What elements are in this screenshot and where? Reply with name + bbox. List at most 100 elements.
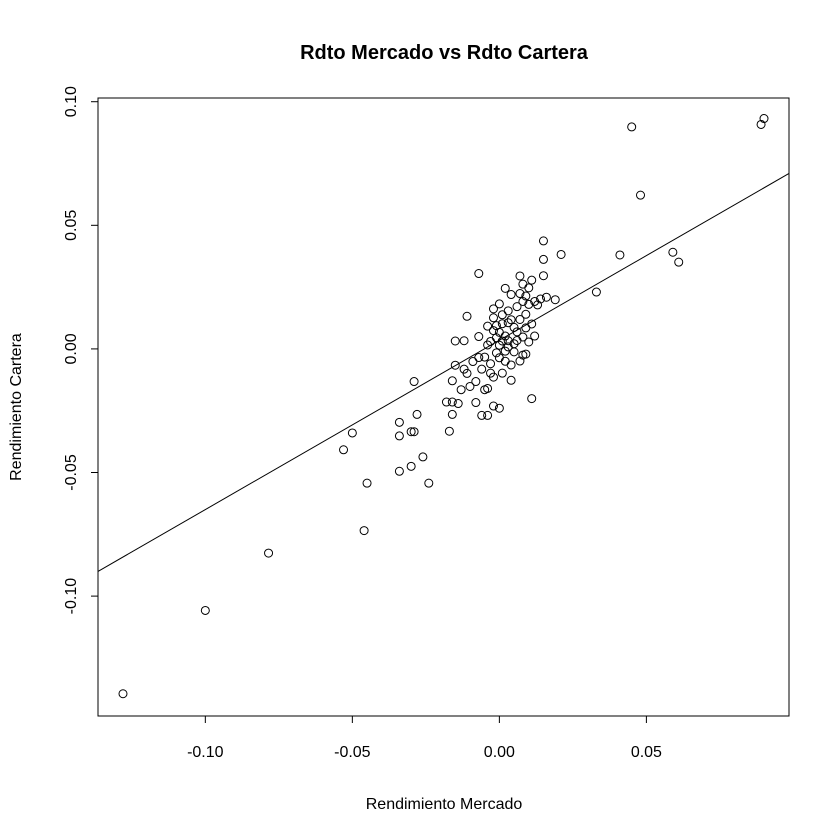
data-point — [447, 376, 457, 386]
data-point — [509, 347, 519, 357]
chart-title: Rdto Mercado vs Rdto Cartera — [300, 42, 589, 64]
regression-line-group — [97, 173, 790, 572]
data-point — [521, 349, 531, 359]
data-point — [483, 383, 493, 393]
data-point — [497, 368, 507, 378]
data-point — [488, 372, 498, 382]
data-point — [488, 304, 498, 314]
data-point — [497, 319, 507, 329]
x-tick-label: 0.05 — [631, 744, 662, 761]
data-point — [533, 300, 543, 310]
x-tick-label: 0.00 — [484, 744, 515, 761]
data-point — [468, 357, 478, 367]
x-axis: -0.10 -0.05 0.00 0.05 — [187, 715, 662, 761]
data-point — [456, 385, 466, 395]
data-point — [453, 399, 463, 409]
y-tick-label: 0.10 — [63, 86, 80, 117]
data-point — [506, 290, 516, 300]
data-point — [450, 360, 460, 370]
data-point — [506, 315, 516, 325]
plot-frame — [97, 97, 790, 717]
data-point — [512, 327, 522, 337]
data-point — [494, 403, 504, 413]
data-point — [538, 236, 548, 246]
data-point — [515, 314, 525, 324]
data-point — [512, 302, 522, 312]
data-point — [636, 190, 646, 200]
data-point — [359, 526, 369, 536]
data-point — [506, 375, 516, 385]
data-point — [627, 122, 637, 132]
data-point — [524, 337, 534, 347]
data-point — [459, 336, 469, 346]
data-point — [515, 356, 525, 366]
data-point — [264, 548, 274, 558]
data-point — [674, 257, 684, 267]
data-point — [200, 605, 210, 615]
data-point — [447, 397, 457, 407]
data-points — [118, 114, 769, 699]
data-point — [483, 410, 493, 420]
data-point — [447, 409, 457, 419]
data-point — [362, 478, 372, 488]
data-point — [530, 331, 540, 341]
data-point — [412, 409, 422, 419]
data-point — [615, 250, 625, 260]
data-point — [406, 461, 416, 471]
data-point — [409, 427, 419, 437]
data-point — [538, 254, 548, 264]
data-point — [477, 410, 487, 420]
data-point — [506, 360, 516, 370]
data-point — [591, 287, 601, 297]
data-point — [474, 353, 484, 363]
data-point — [424, 478, 434, 488]
data-point — [497, 336, 507, 346]
data-point — [406, 427, 416, 437]
data-point — [486, 359, 496, 369]
data-point — [339, 445, 349, 455]
data-point — [521, 309, 531, 319]
data-point — [497, 310, 507, 320]
data-point — [668, 247, 678, 257]
data-point — [471, 377, 481, 387]
data-point — [462, 311, 472, 321]
data-point — [488, 401, 498, 411]
data-point — [518, 296, 528, 306]
data-point — [494, 299, 504, 309]
data-point — [503, 318, 513, 328]
data-point — [118, 689, 128, 699]
data-point — [394, 466, 404, 476]
y-tick-label: -0.10 — [63, 578, 80, 615]
data-point — [486, 336, 496, 346]
data-point — [347, 428, 357, 438]
data-point — [515, 271, 525, 281]
data-point — [477, 364, 487, 374]
y-tick-label: 0.05 — [63, 210, 80, 241]
x-tick-label: -0.10 — [187, 744, 224, 761]
y-axis: -0.10 -0.05 0.00 0.05 0.10 — [63, 86, 99, 615]
data-point — [462, 368, 472, 378]
data-point — [394, 431, 404, 441]
data-point — [474, 332, 484, 342]
data-point — [474, 269, 484, 279]
regression-line — [97, 173, 790, 572]
data-point — [500, 356, 510, 366]
data-point — [550, 295, 560, 305]
x-axis-title: Rendimiento Mercado — [366, 796, 523, 813]
data-point — [538, 271, 548, 281]
y-tick-label: 0.00 — [63, 333, 80, 364]
data-point — [527, 275, 537, 285]
data-point — [500, 331, 510, 341]
data-point — [500, 283, 510, 293]
data-point — [488, 313, 498, 323]
data-point — [556, 249, 566, 259]
data-point — [491, 348, 501, 358]
data-point — [480, 352, 490, 362]
data-point — [444, 426, 454, 436]
data-point — [521, 291, 531, 301]
data-point — [524, 283, 534, 293]
data-point — [409, 377, 419, 387]
data-point — [759, 114, 769, 124]
data-point — [450, 336, 460, 346]
